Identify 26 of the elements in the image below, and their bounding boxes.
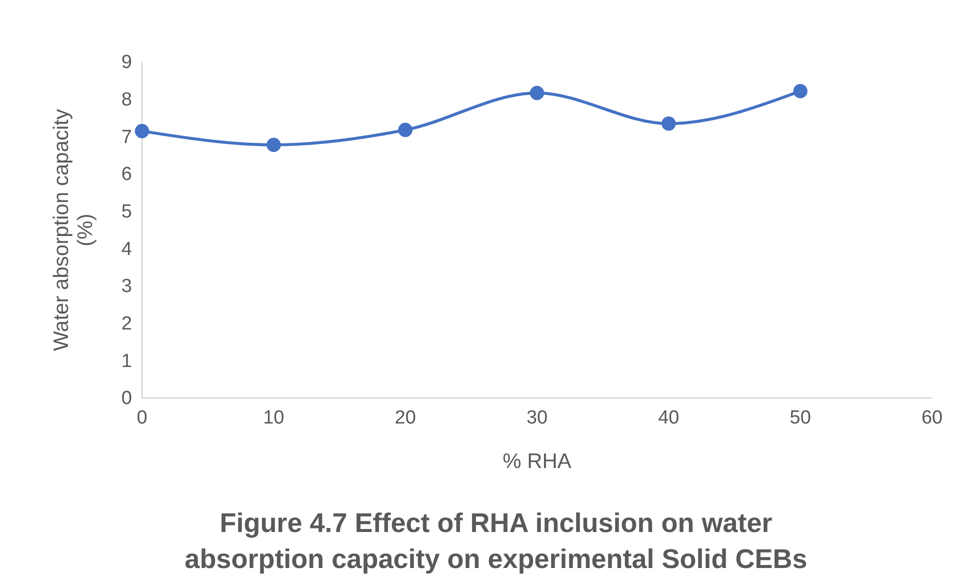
y-tick-label: 7	[121, 126, 132, 148]
y-tick-label: 2	[121, 313, 132, 334]
point	[530, 86, 544, 100]
point	[134, 124, 150, 138]
y-tick-label: 3	[121, 276, 132, 298]
x-tick-label: 30	[526, 407, 548, 428]
y-tick-label: 0	[121, 388, 132, 410]
y-tick-label: 5	[121, 201, 132, 222]
y-tick-label: 6	[121, 164, 132, 186]
y-tick-label: 8	[121, 89, 132, 110]
x-tick-label: 10	[263, 407, 284, 428]
point	[398, 122, 412, 138]
point	[266, 138, 281, 152]
point	[793, 84, 808, 98]
x-tick-label: 20	[394, 407, 416, 428]
y-tick-label: 4	[121, 238, 132, 260]
point	[662, 116, 676, 131]
y-tick-label: 9	[121, 52, 132, 74]
x-tick-label: 40	[658, 407, 680, 428]
x-tick-label: 50	[790, 407, 811, 428]
x-tick-label: 0	[136, 407, 148, 428]
y-axis-title: Water absorption capacity (%)	[50, 108, 97, 352]
y-tick-label: 1	[121, 350, 132, 372]
x-tick-label: 60	[921, 407, 943, 428]
text: Figure 4.7 Effect of RHA inclusion on water absorption capacity on experimental Solid CEBs	[184, 508, 808, 574]
x-axis-title: % RHA	[502, 450, 572, 473]
